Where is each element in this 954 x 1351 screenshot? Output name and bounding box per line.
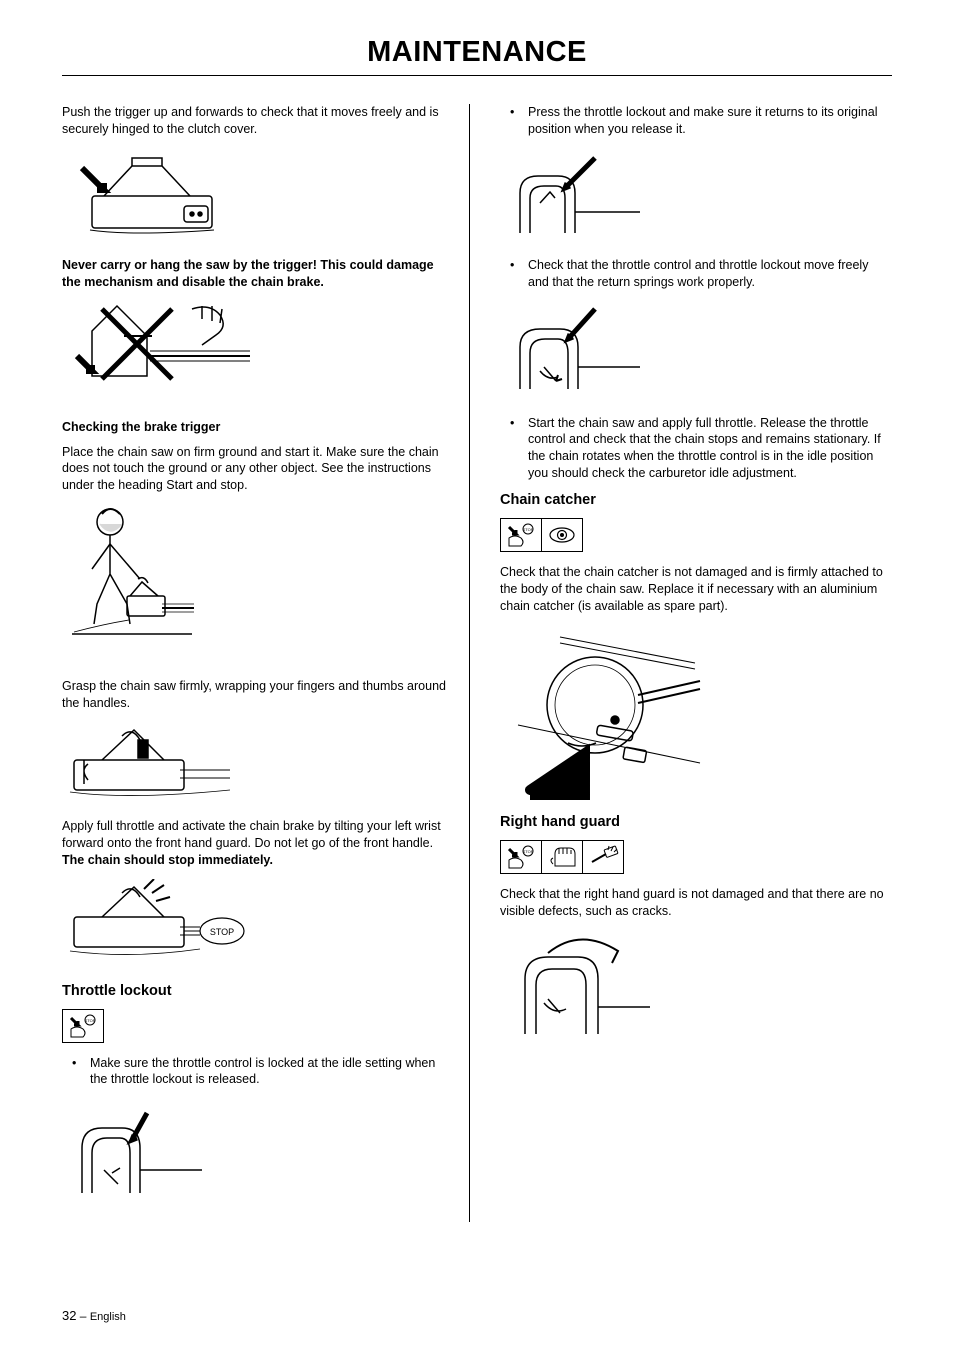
page-title: MAINTENANCE [62,36,892,76]
heading-brake-trigger: Checking the brake trigger [62,420,454,434]
figure-throttle-move [500,301,892,401]
hand-guard-icons: STOP [500,840,892,874]
grasp-firmly-text: Grasp the chain saw firmly, wrapping you… [62,678,454,712]
eye-icon [541,518,583,552]
figure-hand-guard [500,929,892,1049]
figure-grasp-handles [62,722,454,804]
brush-icon [582,840,624,874]
stop-hand-icon: STOP [62,1009,104,1043]
hand-guard-text: Check that the right hand guard is not d… [500,886,892,920]
right-bullets-2: Check that the throttle control and thro… [500,257,892,291]
activate-brake-text: Apply full throttle and activate the cha… [62,818,454,869]
press-lockout-bullet: Press the throttle lockout and make sure… [500,104,892,138]
svg-text:STOP: STOP [85,1018,96,1023]
chain-stop-bold: The chain should stop immediately. [62,853,273,867]
throttle-icon-row: STOP [62,1009,454,1043]
page-number: 32 [62,1308,76,1323]
full-throttle-bullet: Start the chain saw and apply full throt… [500,415,892,483]
two-column-layout: Push the trigger up and forwards to chec… [62,104,892,1222]
footer-language: English [90,1311,126,1323]
right-bullets-3: Start the chain saw and apply full throt… [500,415,892,483]
figure-lockout-press [500,148,892,243]
throttle-move-bullet: Check that the throttle control and thro… [500,257,892,291]
chain-catcher-icons: STOP [500,518,892,552]
throttle-bullet-list: Make sure the throttle control is locked… [62,1055,454,1089]
svg-text:STOP: STOP [210,927,234,937]
heading-right-hand-guard: Right hand guard [500,814,892,830]
chain-catcher-text: Check that the chain catcher is not dama… [500,564,892,615]
stop-hand-icon: STOP [500,518,542,552]
footer-dash: – [76,1309,89,1323]
stop-hand-icon: STOP [500,840,542,874]
figure-no-carry [62,301,454,406]
right-column: Press the throttle lockout and make sure… [500,104,892,1222]
heading-chain-catcher: Chain catcher [500,492,892,508]
figure-stop-brake: STOP [62,879,454,969]
firm-ground-text: Place the chain saw on firm ground and s… [62,444,454,495]
glove-icon [541,840,583,874]
figure-throttle-idle [62,1098,454,1208]
left-column: Push the trigger up and forwards to chec… [62,104,470,1222]
page-footer: 32 – English [62,1308,126,1323]
svg-text:STOP: STOP [523,527,534,532]
carry-warning: Never carry or hang the saw by the trigg… [62,257,454,291]
figure-operator-stance [62,504,454,664]
figure-trigger-hinge [62,148,454,243]
figure-chain-catcher [500,625,892,800]
throttle-bullet-1: Make sure the throttle control is locked… [62,1055,454,1089]
activate-brake-part1: Apply full throttle and activate the cha… [62,819,441,850]
trigger-check-text: Push the trigger up and forwards to chec… [62,104,454,138]
svg-text:STOP: STOP [523,849,534,854]
right-bullets-1: Press the throttle lockout and make sure… [500,104,892,138]
heading-throttle-lockout: Throttle lockout [62,983,454,999]
